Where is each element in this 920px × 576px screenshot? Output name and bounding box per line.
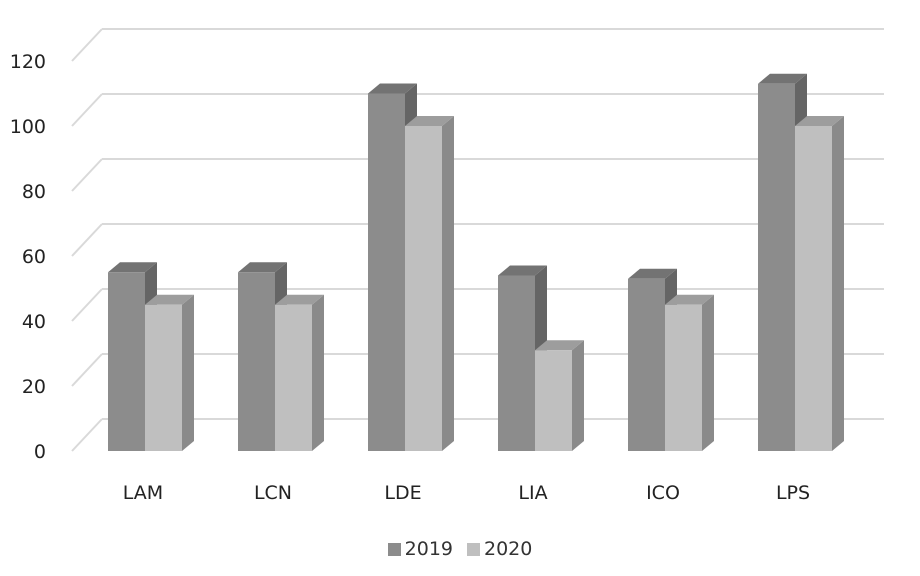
- gridline-diagonal: [71, 28, 103, 62]
- bar: [145, 294, 194, 451]
- x-tick-label: LDE: [384, 482, 421, 504]
- x-tick-label: LPS: [776, 482, 810, 504]
- legend-label: 2020: [484, 538, 533, 560]
- bar-top-face: [145, 294, 194, 305]
- gridline-diagonal: [71, 223, 103, 257]
- y-tick-label: 80: [22, 181, 46, 203]
- bar-front-face: [145, 304, 182, 451]
- legend: 2019 2020: [0, 534, 920, 564]
- bar-front-face: [758, 83, 795, 451]
- bar: [795, 116, 844, 451]
- bar-front-face: [238, 272, 275, 451]
- gridline-diagonal: [71, 158, 103, 192]
- x-tick-label: LIA: [518, 482, 547, 504]
- bar-top-face: [405, 116, 454, 126]
- bar-side-face: [702, 294, 714, 451]
- legend-swatch: [387, 542, 401, 556]
- bar: [405, 116, 454, 451]
- y-tick-label: 120: [10, 51, 46, 73]
- bar-top-face: [665, 294, 714, 305]
- bar-side-face: [312, 294, 324, 451]
- bar-side-face: [182, 294, 194, 451]
- y-tick-label: 20: [22, 376, 46, 398]
- bars: [108, 73, 844, 451]
- bar-top-face: [758, 73, 807, 84]
- bar-top-face: [535, 340, 584, 351]
- bar: [275, 294, 324, 451]
- legend-label: 2019: [404, 538, 453, 560]
- gridline-diagonal: [71, 288, 103, 322]
- bar-front-face: [665, 304, 702, 451]
- bar-front-face: [108, 272, 145, 451]
- gridlines: [71, 28, 884, 452]
- bar-top-face: [238, 262, 287, 273]
- y-tick-label: 0: [34, 441, 46, 463]
- bar-side-face: [832, 116, 844, 451]
- y-axis-ticks: 0 20 40 60 80 100 120: [10, 51, 46, 463]
- y-tick-label: 40: [22, 311, 46, 333]
- bar-top-face: [795, 116, 844, 126]
- bar-front-face: [498, 275, 535, 451]
- bar-front-face: [795, 126, 832, 451]
- bar-top-face: [368, 83, 417, 94]
- bar-top-face: [275, 294, 324, 305]
- bar-top-face: [498, 265, 547, 276]
- y-tick-label: 100: [10, 116, 46, 138]
- bar-top-face: [628, 268, 677, 279]
- x-tick-label: LAM: [123, 482, 163, 504]
- gridline-diagonal: [71, 93, 103, 127]
- bar-front-face: [535, 350, 572, 451]
- bar-front-face: [628, 278, 665, 451]
- x-axis-labels: LAM LCN LDE LIA ICO LPS: [123, 482, 810, 504]
- bar-front-face: [405, 126, 442, 451]
- x-tick-label: LCN: [254, 482, 292, 504]
- legend-swatch: [467, 542, 480, 556]
- bar-side-face: [442, 116, 454, 451]
- y-tick-label: 60: [22, 246, 46, 268]
- bar: [535, 340, 584, 451]
- legend-item: 2019: [387, 538, 453, 560]
- bar-front-face: [275, 304, 312, 451]
- gridline-diagonal: [71, 353, 103, 387]
- bar-side-face: [572, 340, 584, 451]
- bar-top-face: [108, 262, 157, 273]
- bar-front-face: [368, 93, 405, 451]
- bar: [665, 294, 714, 451]
- gridline-diagonal: [71, 418, 103, 452]
- x-tick-label: ICO: [646, 482, 680, 504]
- legend-item: 2020: [467, 538, 532, 560]
